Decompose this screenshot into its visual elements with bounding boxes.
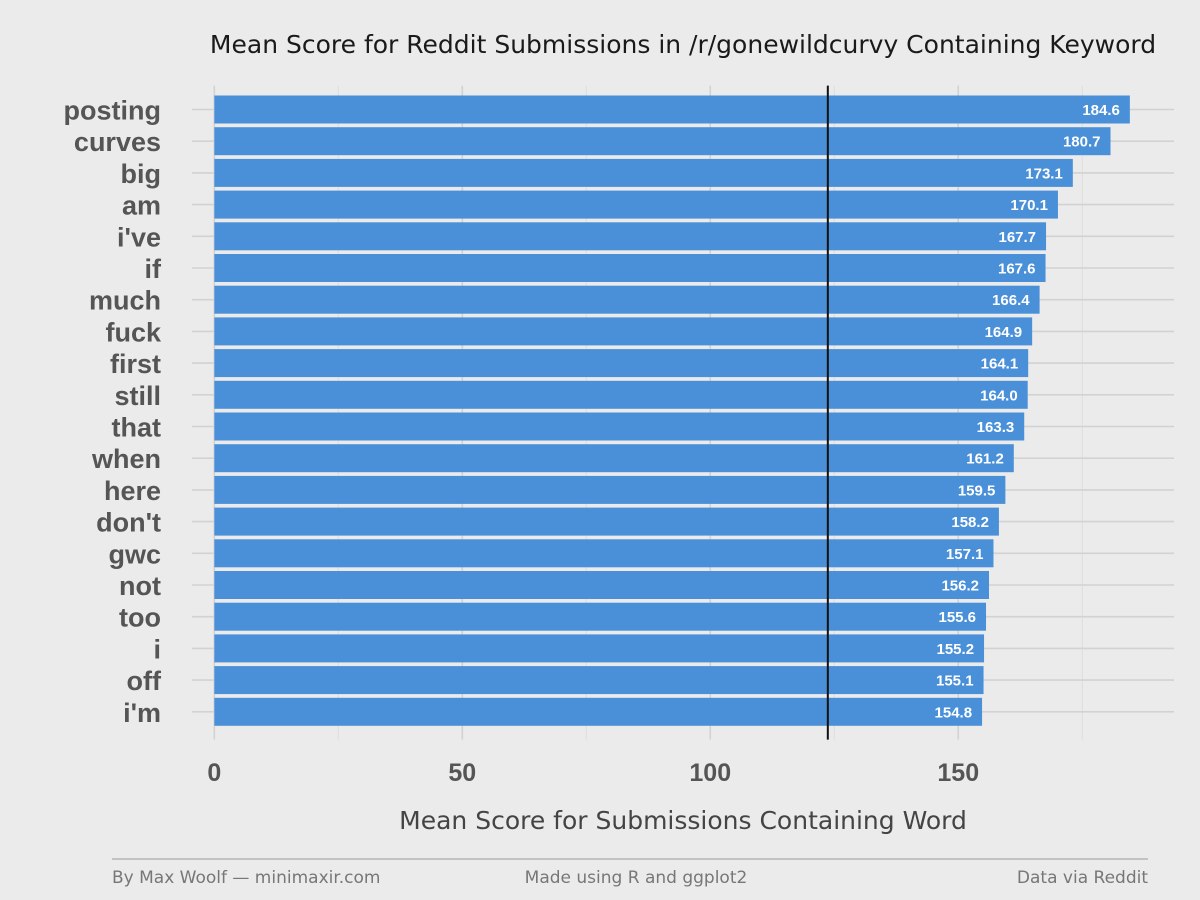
bar	[214, 349, 1029, 378]
bars	[214, 95, 1130, 726]
bar	[214, 380, 1028, 409]
x-tick-label: 50	[448, 759, 476, 787]
category-label: am	[122, 191, 161, 221]
bar	[214, 95, 1130, 124]
value-label: 159.5	[958, 482, 996, 499]
bar	[214, 127, 1111, 156]
category-label: big	[121, 159, 162, 189]
category-label: too	[119, 603, 161, 633]
value-label: 166.4	[992, 292, 1030, 309]
value-label: 163.3	[977, 419, 1015, 436]
bar	[214, 317, 1033, 346]
bar	[214, 222, 1047, 251]
bar	[214, 602, 987, 631]
category-label: i've	[117, 222, 161, 252]
value-label: 164.1	[981, 356, 1019, 373]
category-label: don't	[96, 508, 161, 538]
footer-tools: Made using R and ggplot2	[525, 868, 748, 888]
value-label: 184.6	[1082, 102, 1120, 119]
bar	[214, 158, 1073, 187]
category-label: off	[127, 666, 162, 696]
bar	[214, 666, 984, 695]
bar	[214, 475, 1006, 504]
x-tick-labels: 0 50 100 150	[207, 759, 979, 787]
footer-author: By Max Woolf — minimaxir.com	[112, 868, 381, 888]
category-label: when	[91, 444, 161, 474]
value-label: 180.7	[1063, 134, 1101, 151]
category-labels: postingcurvesbigami'veifmuchfuckfirststi…	[64, 96, 162, 728]
category-label: not	[119, 571, 161, 601]
category-label: fuck	[105, 317, 162, 347]
category-label: that	[112, 413, 162, 443]
bar	[214, 190, 1058, 219]
category-label: i	[153, 634, 161, 664]
x-axis-label: Mean Score for Submissions Containing Wo…	[399, 806, 967, 835]
category-label: much	[89, 286, 161, 316]
value-label: 170.1	[1010, 197, 1048, 214]
category-label: posting	[64, 96, 161, 126]
bar	[214, 412, 1025, 441]
value-label: 155.1	[936, 673, 974, 690]
value-label: 156.2	[941, 578, 979, 595]
bar	[214, 254, 1046, 282]
x-tick-label: 100	[689, 759, 731, 787]
bar	[214, 697, 983, 726]
bar	[214, 539, 994, 568]
value-label: 154.8	[935, 704, 973, 721]
category-label: gwc	[108, 539, 161, 569]
bar	[214, 634, 985, 663]
value-label: 155.2	[937, 641, 975, 658]
category-label: still	[114, 381, 161, 411]
bar	[214, 507, 999, 536]
category-label: if	[145, 254, 163, 284]
value-label: 155.6	[938, 609, 976, 626]
value-label: 167.6	[998, 261, 1036, 278]
category-label: curves	[74, 127, 161, 157]
value-label: 164.9	[985, 324, 1023, 341]
bar	[214, 444, 1014, 473]
bar	[214, 285, 1040, 314]
x-tick-label: 150	[937, 759, 979, 787]
value-label: 167.7	[998, 229, 1036, 246]
category-label: i'm	[123, 698, 161, 728]
category-label: first	[110, 349, 161, 379]
value-label: 161.2	[966, 451, 1004, 468]
x-tick-label: 0	[207, 759, 221, 787]
bar	[214, 571, 990, 599]
value-label: 164.0	[980, 387, 1018, 404]
category-label: here	[104, 476, 161, 506]
chart-title: Mean Score for Reddit Submissions in /r/…	[210, 30, 1156, 59]
value-label: 157.1	[946, 546, 984, 563]
footer-source: Data via Reddit	[1017, 868, 1148, 888]
value-label: 158.2	[951, 514, 989, 531]
value-label: 173.1	[1025, 165, 1063, 182]
